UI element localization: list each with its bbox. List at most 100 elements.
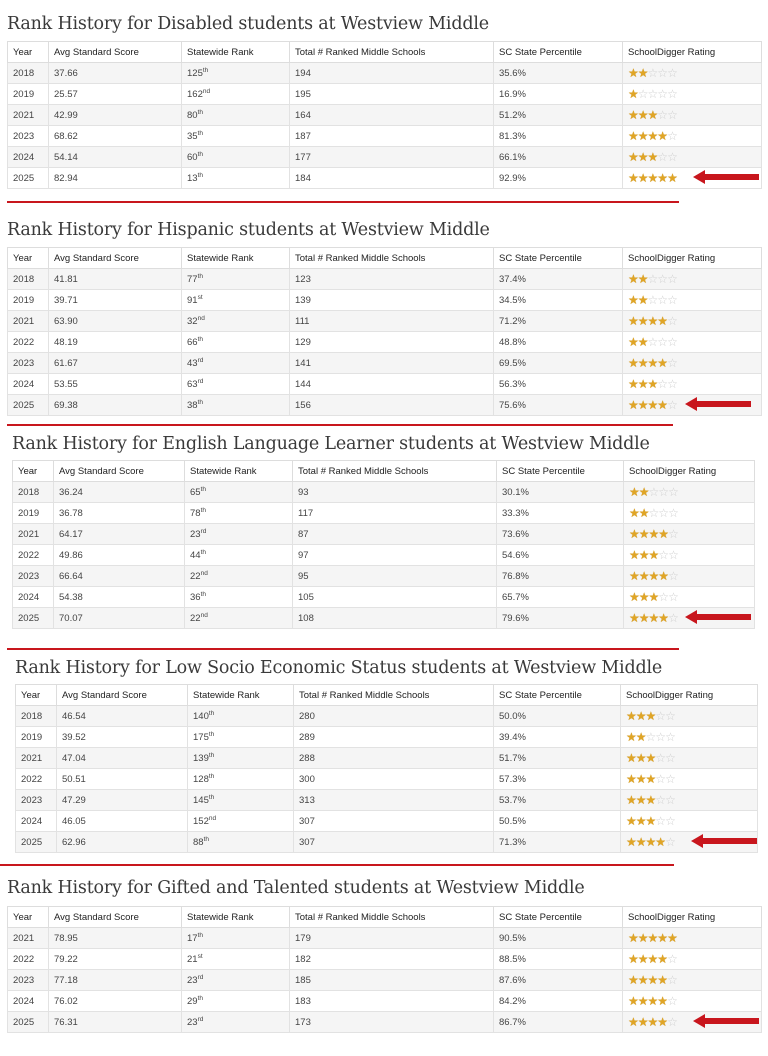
star-filled-icon: ★	[647, 355, 659, 370]
rank-suffix: th	[203, 835, 209, 843]
star-filled-icon: ★	[629, 505, 640, 520]
star-rating: ★★★☆☆	[628, 149, 678, 164]
cell-percentile: 50.5%	[493, 810, 621, 832]
star-filled-icon: ★	[637, 334, 649, 349]
section-ell: Rank History for English Language Learne…	[12, 434, 760, 634]
cell-total: 179	[289, 927, 494, 949]
star-rating: ★★★★☆	[629, 612, 679, 624]
cell-rank: 125th	[181, 62, 290, 84]
cell-year: 2021	[7, 104, 49, 126]
cell-year: 2018	[12, 481, 54, 503]
header-row: Year Avg Standard Score Statewide Rank Tota…	[7, 247, 762, 269]
star-empty-icon: ☆	[667, 951, 678, 966]
column-header: SC State Percentile	[493, 247, 623, 269]
cell-rank: 175th	[187, 726, 294, 748]
star-empty-icon: ☆	[657, 271, 668, 286]
star-empty-icon: ☆	[648, 484, 660, 499]
red-arrow-icon	[693, 170, 759, 184]
cell-year: 2025	[7, 394, 49, 416]
section-low-ses: Rank History for Low Socio Economic Stat…	[15, 658, 763, 858]
section-title: Rank History for Gifted and Talented stu…	[7, 878, 585, 898]
rank-suffix: th	[202, 66, 209, 74]
star-filled-icon: ★	[629, 589, 640, 604]
star-filled-icon: ★	[638, 505, 650, 520]
star-empty-icon: ☆	[655, 708, 666, 723]
section-divider	[7, 648, 679, 650]
table-row: 2024 54.14 60th 177 66.1% ★★★☆☆	[7, 146, 762, 168]
rank-number: 21	[187, 953, 198, 965]
cell-score: 64.17	[53, 523, 185, 545]
cell-rank: 32nd	[181, 310, 290, 332]
rank-suffix: st	[197, 952, 203, 960]
cell-score: 42.99	[48, 104, 182, 126]
rank-number: 35	[187, 130, 198, 142]
column-header: Statewide Rank	[181, 906, 290, 928]
cell-percentile: 66.1%	[493, 146, 623, 168]
rank-suffix: th	[208, 772, 215, 780]
red-arrow-icon	[693, 1014, 759, 1028]
column-header: Total # Ranked Middle Schools	[289, 906, 494, 928]
star-filled-icon: ★	[648, 547, 660, 562]
star-rating: ★☆☆☆☆	[628, 88, 678, 100]
section-hispanic: Rank History for Hispanic students at We…	[7, 220, 763, 420]
rank-number: 23	[187, 1016, 198, 1028]
rank-number: 88	[193, 836, 204, 848]
star-filled-icon: ★	[628, 65, 639, 80]
star-rating: ★★☆☆☆	[628, 292, 678, 307]
star-rating: ★★☆☆☆	[628, 271, 678, 286]
star-empty-icon: ☆	[657, 376, 668, 391]
star-filled-icon: ★	[637, 292, 649, 307]
star-filled-icon: ★	[637, 149, 649, 164]
cell-year: 2025	[7, 1011, 49, 1033]
star-rating: ★★★★★	[628, 930, 678, 945]
cell-rating: ★★★★☆	[622, 969, 762, 991]
star-filled-icon: ★	[628, 951, 639, 966]
column-header: Total # Ranked Middle Schools	[292, 460, 497, 482]
cell-rank: 88th	[187, 831, 294, 853]
cell-percentile: 79.6%	[496, 607, 624, 629]
column-header: SC State Percentile	[493, 41, 623, 63]
star-empty-icon: ☆	[657, 65, 668, 80]
cell-score: 68.62	[48, 125, 182, 147]
star-rating: ★★☆☆☆	[628, 65, 678, 80]
table-row: 2023 66.64 22nd 95 76.8% ★★★★☆	[12, 565, 755, 587]
cell-rank: 22nd	[184, 607, 293, 629]
rank-number: 22	[190, 570, 201, 582]
star-filled-icon: ★	[647, 128, 659, 143]
cell-score: 76.02	[48, 990, 182, 1012]
cell-score: 54.38	[53, 586, 185, 608]
cell-year: 2023	[12, 565, 54, 587]
star-empty-icon: ☆	[667, 355, 678, 370]
cell-percentile: 90.5%	[493, 927, 623, 949]
cell-rank: 13th	[181, 167, 290, 189]
cell-year: 2023	[7, 352, 49, 374]
star-filled-icon: ★	[645, 708, 657, 723]
star-filled-icon: ★	[629, 484, 640, 499]
star-filled-icon: ★	[628, 376, 639, 391]
star-empty-icon: ☆	[657, 107, 668, 122]
table-row: 2022 49.86 44th 97 54.6% ★★★☆☆	[12, 544, 755, 566]
star-filled-icon: ★	[647, 149, 659, 164]
star-filled-icon: ★	[658, 568, 669, 583]
cell-score: 48.19	[48, 331, 182, 353]
star-empty-icon: ☆	[647, 292, 659, 307]
cell-rank: 38th	[181, 394, 290, 416]
cell-score: 39.71	[48, 289, 182, 311]
cell-year: 2021	[12, 523, 54, 545]
star-empty-icon: ☆	[667, 65, 678, 80]
star-empty-icon: ☆	[655, 813, 666, 828]
star-empty-icon: ☆	[647, 271, 659, 286]
cell-total: 139	[289, 289, 494, 311]
star-filled-icon: ★	[637, 930, 649, 945]
star-filled-icon: ★	[626, 792, 637, 807]
cell-percentile: 51.2%	[493, 104, 623, 126]
column-header: SC State Percentile	[493, 684, 621, 706]
star-rating: ★★★★☆	[628, 128, 678, 143]
cell-percentile: 48.8%	[493, 331, 623, 353]
star-filled-icon: ★	[635, 813, 647, 828]
cell-year: 2024	[7, 373, 49, 395]
star-filled-icon: ★	[626, 834, 637, 849]
cell-total: 289	[293, 726, 494, 748]
section-disabled: Rank History for Disabled students at We…	[7, 14, 763, 194]
cell-score: 41.81	[48, 268, 182, 290]
